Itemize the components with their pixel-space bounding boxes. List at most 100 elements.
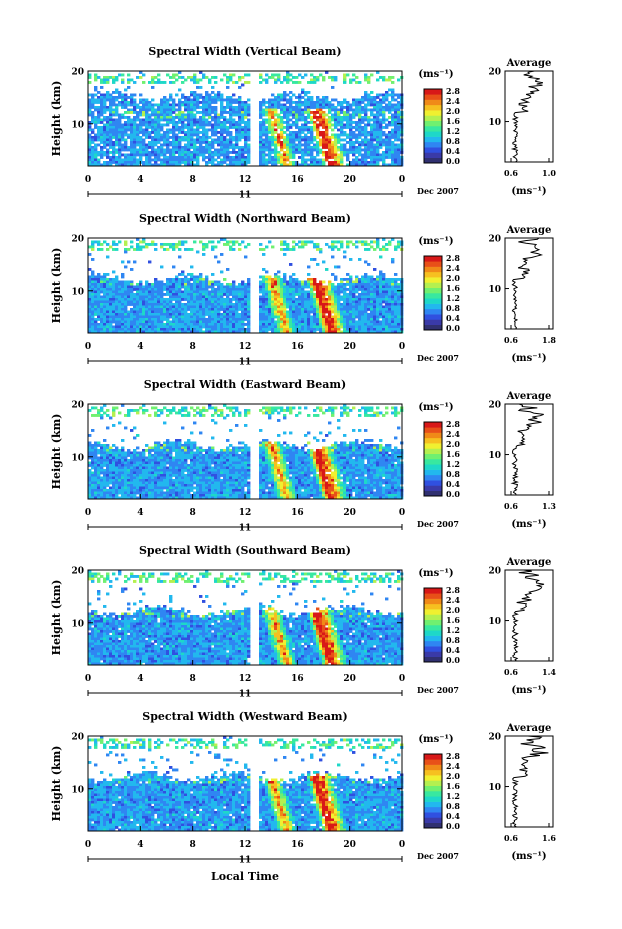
colorbar-swatch [424,796,442,802]
colorbar-tick-label: 1.6 [446,116,460,126]
panel-title: Spectral Width (Southward Beam) [139,544,351,557]
average-profile-line [510,403,544,496]
x-tick-label: 20 [343,342,356,352]
x-tick-label: 20 [343,674,356,684]
colorbar-tick-label: 0.0 [446,323,460,333]
average-x-tick-label: 0.6 [504,501,518,511]
colorbar-tick-label: 0.8 [446,635,460,645]
colorbar-tick-label: 2.0 [446,106,460,116]
colorbar-frame [423,421,443,497]
colorbar-swatch [424,480,442,486]
x-tick-label: 16 [291,342,304,352]
colorbar-tick-label: 2.0 [446,605,460,615]
x-tick-label: 8 [190,840,196,850]
colorbar-swatch [424,94,442,100]
y-tick-label: 20 [71,401,84,411]
colorbar-tick-label: 1.2 [446,293,460,303]
x-tick-label: 16 [291,840,304,850]
average-title: Average [506,391,552,402]
average-title: Average [506,58,552,69]
colorbar-swatch [424,801,442,808]
x-tick-label: 20 [343,840,356,850]
colorbar-tick-label: 2.4 [446,761,460,771]
x-tick-label: 8 [190,674,196,684]
colorbar-tick-label: 1.2 [446,126,460,136]
colorbar-tick-label: 2.4 [446,429,460,439]
colorbar-swatch [424,791,442,797]
x-tick-label: 0 [399,674,405,684]
colorbar-swatch [424,609,442,615]
x-tick-label: 8 [190,508,196,518]
colorbar-swatch [424,261,442,267]
colorbar-tick-label: 2.8 [446,419,460,429]
panel-title: Spectral Width (Vertical Beam) [148,45,341,58]
average-y-tick-label: 10 [488,118,501,128]
colorbar-swatch [424,485,442,492]
colorbar-swatch [424,266,442,273]
colorbar-tick-label: 2.0 [446,439,460,449]
colorbar-swatch [424,293,442,299]
x-tick-label: 0 [85,508,91,518]
y-tick-label: 20 [71,567,84,577]
colorbar-swatch [424,437,442,444]
colorbar-swatch [424,625,442,631]
colorbar-swatch [424,126,442,132]
colorbar-swatch [424,759,442,765]
average-frame [504,237,554,330]
colorbar-tick-label: 2.4 [446,595,460,605]
x-tick-label: 12 [239,674,252,684]
colorbar-swatch [424,443,442,449]
colorbar-swatch [424,651,442,658]
average-unit: (ms⁻¹) [511,519,546,530]
heatmap-cells [88,736,404,832]
x-tick-label: 12 [239,508,252,518]
colorbar-swatch [424,298,442,304]
colorbar-frame [423,587,443,663]
day-label: 11 [239,690,252,700]
colorbar-swatch [424,427,442,433]
average-title: Average [506,723,552,734]
colorbar-swatch [424,635,442,642]
average-x-tick-label: 1.4 [542,667,556,677]
colorbar-tick-label: 1.2 [446,625,460,635]
colorbar-tick-label: 2.8 [446,585,460,595]
x-tick-label: 0 [399,840,405,850]
colorbar-tick-label: 2.8 [446,86,460,96]
average-y-tick-label: 10 [488,783,501,793]
average-x-tick-label: 0.6 [504,667,518,677]
colorbar-swatch [424,136,442,143]
x-tick-label: 4 [137,508,143,518]
average-y-tick-label: 10 [488,451,501,461]
colorbar-swatch [424,619,442,626]
y-axis-label: Height (km) [50,248,63,324]
colorbar-swatch [424,319,442,326]
colorbar-swatch [424,152,442,159]
colorbar-tick-label: 2.4 [446,263,460,273]
average-title: Average [506,225,552,236]
colorbar-tick-label: 0.0 [446,821,460,831]
colorbar-tick-label: 0.8 [446,303,460,313]
colorbar-tick-label: 1.6 [446,781,460,791]
colorbar-tick-label: 0.4 [446,645,460,655]
average-x-tick-label: 0.6 [504,335,518,345]
y-axis-label: Height (km) [50,580,63,656]
panel-title: Spectral Width (Northward Beam) [139,212,351,225]
x-tick-label: 20 [343,175,356,185]
average-x-tick-label: 1.0 [542,168,556,178]
panel-4: Spectral Width (Westward Beam) Height (km… [50,710,556,866]
panel-2: Spectral Width (Eastward Beam) Height (km… [50,378,556,534]
date-label: Dec 2007 [417,685,459,695]
colorbar-swatch [424,287,442,294]
colorbar-swatch [424,282,442,289]
y-axis-label: Height (km) [50,746,63,822]
colorbar-swatch [424,603,442,610]
colorbar-swatch [424,812,442,818]
colorbar-tick-label: 0.0 [446,156,460,166]
colorbar-unit: (ms⁻¹) [418,69,453,80]
x-tick-label: 8 [190,175,196,185]
colorbar-swatch [424,157,442,164]
colorbar-swatch [424,89,442,95]
average-x-tick-label: 1.3 [542,501,556,511]
colorbar-swatch [424,614,442,621]
